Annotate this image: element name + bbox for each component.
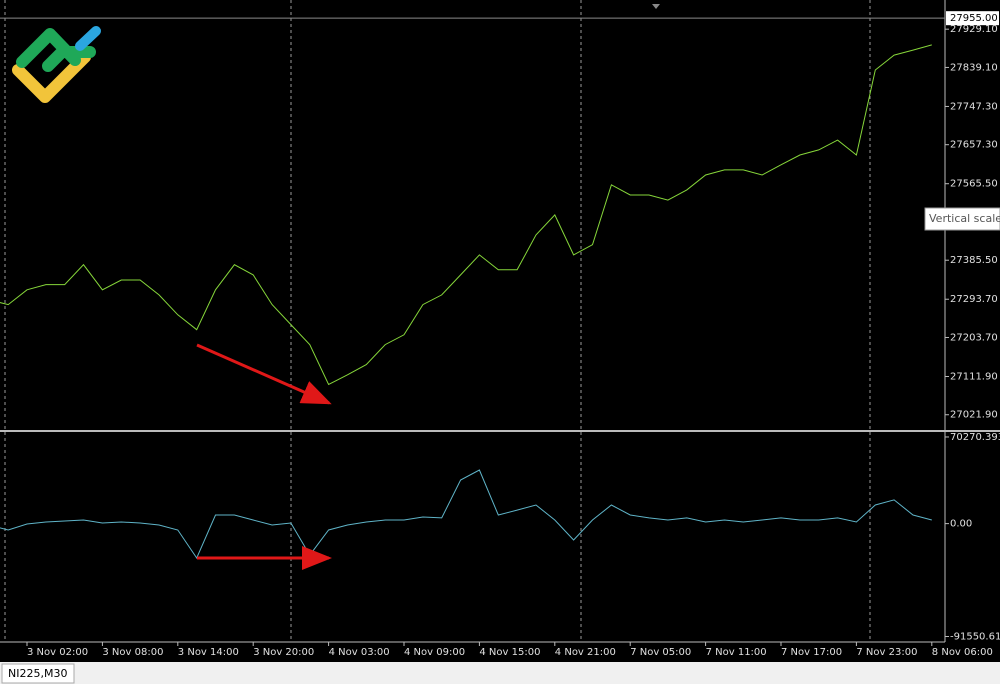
y-tick-label: 27929.10 — [950, 24, 998, 35]
shift-marker — [652, 4, 660, 9]
x-tick-label: 8 Nov 06:00 — [932, 647, 993, 658]
x-tick-label: 7 Nov 17:00 — [781, 647, 842, 658]
x-tick-label: 4 Nov 15:00 — [479, 647, 540, 658]
y-tick-label: 27839.10 — [950, 62, 998, 73]
y-tick-label: 27111.90 — [950, 371, 998, 382]
x-tick-label: 4 Nov 09:00 — [404, 647, 465, 658]
y-tick-label: 27747.30 — [950, 101, 998, 112]
plot: 27929.10 27839.10 27747.30 27657.30 27565.50… — [0, 11, 1000, 658]
chart-tab[interactable]: NI225,M30 — [8, 667, 67, 680]
x-tick-label: 7 Nov 11:00 — [706, 647, 767, 658]
x-tick-label: 3 Nov 02:00 — [27, 647, 88, 658]
price-label-box — [946, 11, 999, 26]
price-label: 27955.00 — [950, 13, 998, 24]
tooltip: Vertical scale — [929, 212, 1000, 225]
tab-box[interactable] — [1, 663, 75, 684]
y-tick-label: 70270.3932 — [950, 432, 1000, 443]
series-line — [0, 44, 932, 386]
x-tick-label: 3 Nov 20:00 — [253, 647, 314, 658]
x-tick-label: 3 Nov 14:00 — [178, 647, 239, 658]
series-line — [0, 469, 932, 560]
y-tick-label: 27203.70 — [950, 332, 998, 343]
y-tick-label: 27293.70 — [950, 294, 998, 305]
x-tick-label: 7 Nov 23:00 — [856, 647, 917, 658]
annotation-arrows — [196, 343, 332, 570]
y-tick-label: 27565.50 — [950, 179, 998, 190]
y-tick-label: 27657.30 — [950, 140, 998, 151]
y-tick-label: 27021.90 — [950, 410, 998, 421]
x-tick-label: 3 Nov 08:00 — [102, 647, 163, 658]
y-tick-label: -91550.6197 — [950, 632, 1000, 643]
logo — [12, 26, 101, 103]
x-tick-label: 4 Nov 03:00 — [329, 647, 390, 658]
x-tick-label: 4 Nov 21:00 — [555, 647, 616, 658]
background — [0, 0, 1000, 662]
x-tick-label: 7 Nov 05:00 — [630, 647, 691, 658]
y-tick-label: 27385.50 — [950, 255, 998, 266]
tooltip-box — [924, 207, 1000, 231]
period-separators — [4, 0, 871, 642]
tab-bar — [0, 662, 1000, 684]
y-tick-label: 0.00 — [950, 519, 972, 530]
